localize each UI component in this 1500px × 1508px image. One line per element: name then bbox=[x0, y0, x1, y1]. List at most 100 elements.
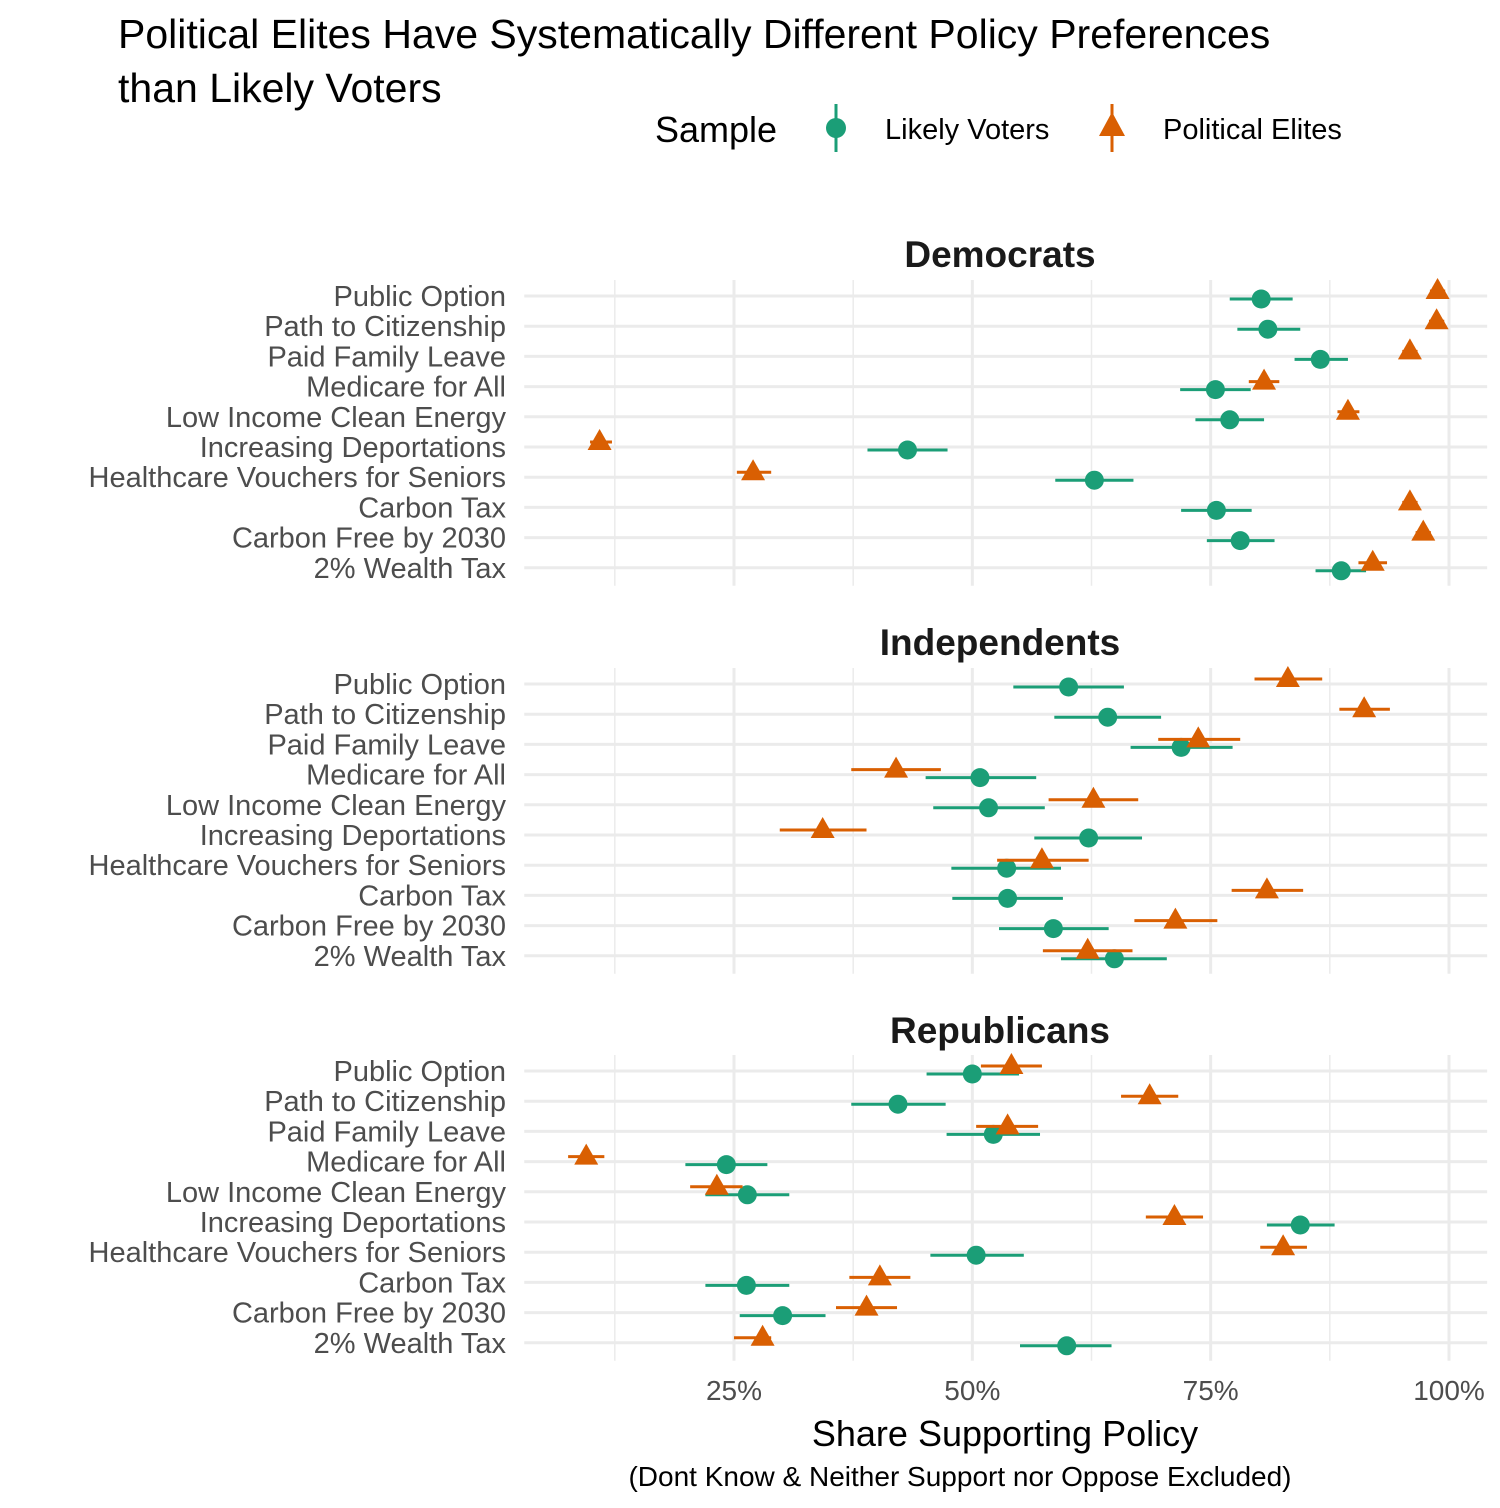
legend-label-political-elites: Political Elites bbox=[1163, 114, 1342, 146]
triangle-marker bbox=[1186, 726, 1211, 748]
triangle-marker bbox=[1137, 1083, 1162, 1105]
circle-marker bbox=[888, 1094, 908, 1114]
triangle-marker bbox=[1411, 519, 1436, 541]
circle-marker bbox=[979, 798, 999, 818]
point-political-elites-path-to-citizenship bbox=[1424, 308, 1449, 330]
circle-marker bbox=[1206, 500, 1226, 520]
y-tick-label: Path to Citizenship bbox=[264, 1086, 506, 1118]
point-political-elites-low-income-clean-energy bbox=[1335, 398, 1360, 420]
circle-marker bbox=[1251, 289, 1271, 309]
point-political-elites-2-wealth-tax bbox=[734, 1324, 775, 1346]
triangle-marker bbox=[587, 429, 612, 450]
triangle-marker bbox=[1425, 278, 1450, 299]
y-tick-label: Path to Citizenship bbox=[264, 311, 506, 343]
point-political-elites-medicare-for-all bbox=[851, 756, 941, 778]
point-likely-voters-increasing-deportations bbox=[1034, 828, 1143, 848]
point-political-elites-2-wealth-tax bbox=[1042, 937, 1133, 959]
circle-marker bbox=[736, 1275, 756, 1295]
circle-marker bbox=[898, 440, 918, 460]
y-tick-label: Increasing Deportations bbox=[200, 1207, 506, 1239]
triangle-marker bbox=[750, 1324, 775, 1346]
point-political-elites-low-income-clean-energy bbox=[1048, 786, 1139, 808]
circle-marker bbox=[1043, 919, 1063, 939]
x-tick-label: 75% bbox=[1183, 1375, 1239, 1406]
y-tick-label: Healthcare Vouchers for Seniors bbox=[89, 462, 507, 494]
point-political-elites-public-option bbox=[980, 1053, 1042, 1074]
triangle-marker bbox=[574, 1143, 599, 1165]
point-political-elites-increasing-deportations bbox=[1145, 1204, 1204, 1225]
point-likely-voters-carbon-tax bbox=[1181, 500, 1252, 520]
point-political-elites-carbon-tax bbox=[849, 1264, 911, 1286]
y-tick-label: 2% Wealth Tax bbox=[314, 941, 507, 973]
point-political-elites-healthcare-vouchers-for-seniors bbox=[997, 847, 1089, 869]
triangle-marker bbox=[741, 459, 766, 481]
point-likely-voters-healthcare-vouchers-for-seniors bbox=[1055, 470, 1134, 490]
point-political-elites-medicare-for-all bbox=[1248, 368, 1280, 390]
legend: Sample Likely Voters Political Elites bbox=[655, 104, 1342, 152]
x-axis-sublabel: (Dont Know & Neither Support nor Oppose … bbox=[628, 1461, 1291, 1492]
point-political-elites-increasing-deportations bbox=[779, 817, 867, 838]
triangle-marker bbox=[810, 817, 835, 838]
y-tick-label: Medicare for All bbox=[306, 1147, 506, 1179]
y-tick-label: 2% Wealth Tax bbox=[314, 553, 507, 585]
y-tick-label: Increasing Deportations bbox=[200, 820, 506, 852]
y-tick-label: 2% Wealth Tax bbox=[314, 1328, 507, 1360]
y-tick-label: Carbon Tax bbox=[358, 880, 506, 912]
y-tick-label: Path to Citizenship bbox=[264, 699, 506, 731]
circle-marker bbox=[1258, 319, 1278, 339]
point-likely-voters-2-wealth-tax bbox=[1315, 561, 1367, 581]
point-likely-voters-medicare-for-all bbox=[925, 768, 1037, 788]
y-tick-label: Carbon Free by 2030 bbox=[232, 911, 506, 943]
y-tick-label: Carbon Tax bbox=[358, 492, 506, 524]
point-likely-voters-paid-family-leave bbox=[1294, 349, 1348, 369]
triangle-marker bbox=[854, 1294, 879, 1316]
triangle-marker bbox=[704, 1173, 729, 1195]
triangle-marker bbox=[1163, 907, 1188, 929]
point-political-elites-carbon-tax bbox=[1397, 489, 1422, 511]
legend-key-political-elites bbox=[1099, 104, 1125, 152]
point-likely-voters-2-wealth-tax bbox=[1020, 1336, 1112, 1356]
circle-marker bbox=[1079, 828, 1099, 848]
point-political-elites-low-income-clean-energy bbox=[690, 1173, 743, 1195]
facet-title: Democrats bbox=[904, 234, 1095, 275]
point-likely-voters-carbon-tax bbox=[705, 1275, 790, 1295]
x-tick-label: 100% bbox=[1413, 1375, 1485, 1406]
circle-marker bbox=[716, 1155, 736, 1175]
point-political-elites-paid-family-leave bbox=[976, 1113, 1039, 1135]
point-likely-voters-path-to-citizenship bbox=[1237, 319, 1301, 339]
point-likely-voters-public-option bbox=[1229, 289, 1293, 309]
triangle-marker bbox=[1397, 489, 1422, 511]
triangle-marker bbox=[999, 1053, 1024, 1074]
circle-marker bbox=[737, 1185, 757, 1205]
circle-marker bbox=[1084, 470, 1104, 490]
point-likely-voters-carbon-free-by-2030 bbox=[1206, 531, 1275, 551]
triangle-marker bbox=[1352, 696, 1377, 718]
y-tick-label: Paid Family Leave bbox=[267, 729, 506, 761]
y-tick-label: Public Option bbox=[334, 281, 507, 313]
point-likely-voters-paid-family-leave bbox=[1130, 737, 1233, 757]
point-likely-voters-path-to-citizenship bbox=[1054, 707, 1162, 727]
point-political-elites-healthcare-vouchers-for-seniors bbox=[1260, 1234, 1307, 1256]
circle-marker bbox=[983, 1124, 1003, 1144]
triangle-marker bbox=[1252, 368, 1277, 390]
legend-title: Sample bbox=[655, 109, 777, 150]
point-likely-voters-medicare-for-all bbox=[1180, 380, 1251, 400]
circle-marker bbox=[1220, 410, 1240, 430]
y-tick-label: Healthcare Vouchers for Seniors bbox=[89, 850, 507, 882]
circle-marker bbox=[1230, 531, 1250, 551]
y-tick-label: Increasing Deportations bbox=[200, 432, 506, 464]
point-likely-voters-healthcare-vouchers-for-seniors bbox=[930, 1245, 1024, 1265]
y-tick-label: Public Option bbox=[334, 669, 507, 701]
point-likely-voters-low-income-clean-energy bbox=[933, 798, 1045, 818]
y-tick-label: Carbon Free by 2030 bbox=[232, 1298, 506, 1330]
circle-marker bbox=[1171, 737, 1191, 757]
point-political-elites-public-option bbox=[1254, 666, 1323, 687]
circle-marker bbox=[773, 1306, 793, 1326]
point-political-elites-carbon-free-by-2030 bbox=[1134, 907, 1218, 929]
point-political-elites-2-wealth-tax bbox=[1358, 549, 1388, 571]
triangle-marker bbox=[1081, 786, 1106, 808]
point-likely-voters-carbon-free-by-2030 bbox=[999, 919, 1109, 939]
y-tick-label: Low Income Clean Energy bbox=[166, 790, 507, 822]
